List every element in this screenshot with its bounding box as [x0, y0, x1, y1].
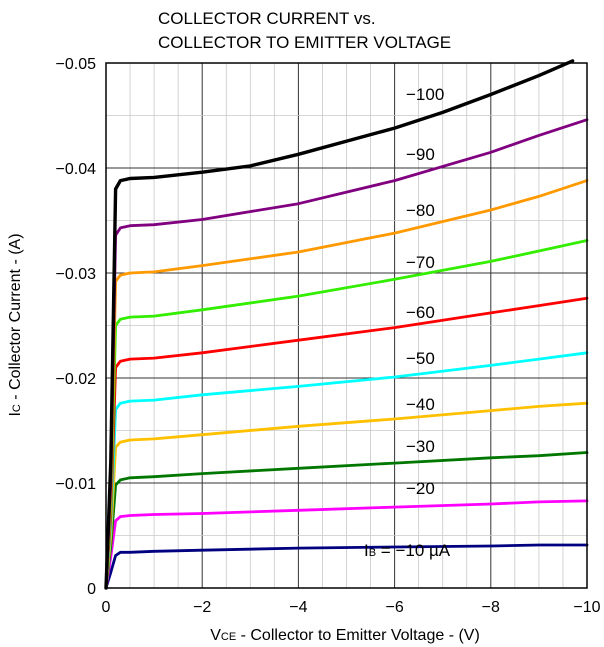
x-tick-label: 0	[102, 599, 111, 616]
curve-label: −70	[406, 253, 435, 272]
x-tick-label: −4	[289, 599, 307, 616]
x-tick-label: −8	[482, 599, 500, 616]
y-tick-label: −0.05	[56, 56, 97, 73]
series-line	[104, 451, 589, 590]
curve-label: IB = −10 µA	[364, 541, 451, 560]
curve-label: −60	[406, 303, 435, 322]
curve-label: −30	[406, 437, 435, 456]
y-tick-label: −0.01	[56, 476, 97, 493]
axis-ticks: 0 −2 −4 −6 −8 −100−0.01−0.02−0.03−0.04−0.05	[56, 56, 601, 616]
curve-label: −50	[406, 349, 435, 368]
series-line	[104, 59, 575, 590]
series-line	[104, 499, 589, 590]
curve-labels: IB = −10 µA −20 −30 −40 −50 −60 −70 −80 −90 −100	[364, 85, 451, 560]
x-axis-label: VCE - Collector to Emitter Voltage - (V)	[210, 627, 480, 644]
grid	[106, 63, 587, 588]
curve-label: −100	[406, 85, 444, 104]
plot-frame	[105, 62, 588, 589]
curve-label: −40	[406, 395, 435, 414]
y-tick-label: −0.03	[56, 266, 97, 283]
curves	[104, 59, 589, 590]
y-tick-label: −0.02	[56, 371, 97, 388]
y-tick-label: −0.04	[56, 161, 97, 178]
curve-label: −20	[406, 479, 435, 498]
curve-label: −80	[406, 201, 435, 220]
y-tick-label: 0	[87, 581, 96, 598]
x-tick-label: −10	[573, 599, 600, 616]
series-line	[104, 543, 589, 590]
curve-label: −90	[406, 145, 435, 164]
chart-title-line-1: COLLECTOR CURRENT vs.	[158, 9, 376, 28]
chart-title-line-2: COLLECTOR TO EMITTER VOLTAGE	[158, 33, 451, 52]
y-axis-label: IC - Collector Current - (A)	[7, 233, 24, 416]
x-tick-label: −6	[385, 599, 403, 616]
x-tick-label: −2	[193, 599, 211, 616]
